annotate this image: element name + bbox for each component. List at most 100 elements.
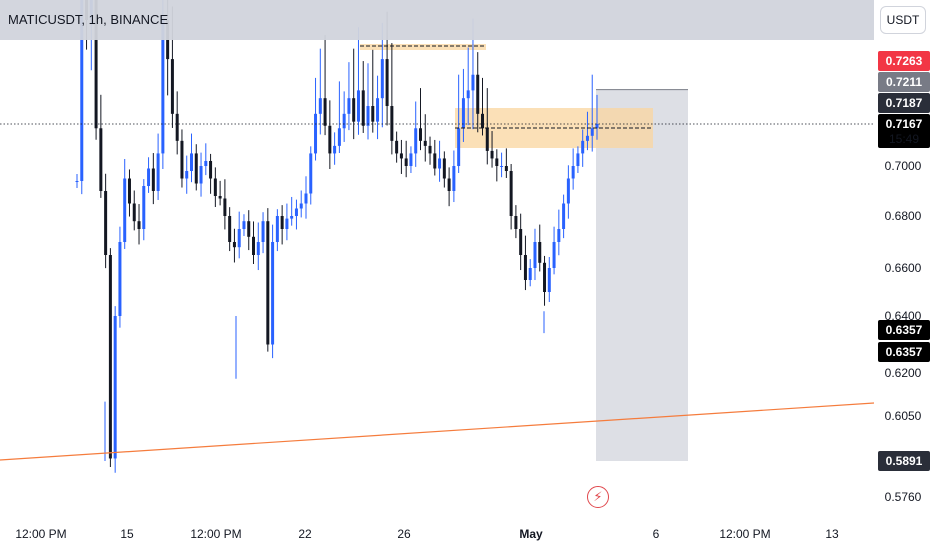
support-trendline[interactable]	[0, 402, 875, 461]
candle[interactable]	[461, 68, 465, 142]
candle[interactable]	[414, 101, 418, 167]
candle[interactable]	[390, 43, 394, 155]
candle[interactable]	[185, 155, 189, 194]
candle[interactable]	[490, 131, 494, 168]
candle[interactable]	[523, 235, 527, 291]
candle[interactable]	[395, 131, 399, 163]
candle[interactable]	[371, 49, 375, 133]
candle[interactable]	[519, 213, 523, 271]
candle[interactable]	[151, 153, 155, 205]
candle[interactable]	[562, 194, 566, 239]
candle[interactable]	[423, 114, 427, 162]
candle[interactable]	[323, 35, 327, 136]
candle[interactable]	[328, 100, 332, 170]
candle[interactable]	[399, 139, 403, 174]
candle[interactable]	[514, 205, 518, 239]
candle[interactable]	[228, 207, 232, 252]
candle[interactable]	[232, 228, 236, 263]
candle[interactable]	[304, 176, 308, 219]
candle[interactable]	[528, 259, 532, 287]
candle[interactable]	[485, 88, 489, 165]
candle[interactable]	[309, 146, 313, 205]
candle[interactable]	[380, 22, 384, 128]
candle[interactable]	[80, 0, 84, 195]
time-axis[interactable]: 12:00 PM 15 12:00 PM 22 26 May 6 12:00 PM 13	[15, 527, 839, 541]
candle[interactable]	[256, 222, 260, 271]
candle[interactable]	[294, 199, 298, 230]
candle[interactable]	[252, 221, 256, 264]
candle[interactable]	[209, 153, 213, 194]
candle[interactable]	[504, 148, 508, 178]
candle[interactable]	[533, 228, 537, 281]
short-target-zone[interactable]	[596, 89, 688, 461]
candle[interactable]	[428, 136, 432, 165]
candle[interactable]	[585, 111, 589, 151]
candle[interactable]	[314, 77, 318, 161]
candle[interactable]	[581, 129, 585, 167]
candle[interactable]	[290, 196, 294, 226]
candle[interactable]	[366, 63, 370, 140]
candle[interactable]	[275, 209, 279, 252]
candle[interactable]	[543, 255, 547, 306]
currency-button[interactable]: USDT	[880, 6, 926, 34]
candle[interactable]	[547, 257, 551, 302]
candle[interactable]	[447, 167, 451, 207]
candle[interactable]	[123, 158, 127, 249]
candle[interactable]	[194, 144, 198, 191]
candle[interactable]	[500, 152, 504, 178]
candle[interactable]	[204, 143, 208, 176]
candle[interactable]	[509, 164, 513, 230]
candle[interactable]	[409, 146, 413, 173]
candle[interactable]	[466, 47, 470, 126]
candle[interactable]	[433, 139, 437, 176]
candle[interactable]	[237, 211, 241, 259]
candle[interactable]	[438, 140, 442, 182]
candle[interactable]	[271, 224, 275, 359]
candle[interactable]	[280, 205, 284, 245]
candle[interactable]	[342, 91, 346, 142]
candle[interactable]	[590, 74, 594, 152]
candle[interactable]	[452, 150, 456, 203]
candle[interactable]	[333, 132, 337, 165]
candle[interactable]	[132, 190, 136, 231]
candle[interactable]	[361, 61, 365, 133]
top-zone[interactable]	[360, 44, 486, 50]
candle[interactable]	[213, 167, 217, 208]
candle[interactable]	[113, 306, 117, 473]
candle[interactable]	[127, 169, 131, 217]
candle[interactable]	[266, 208, 270, 352]
candle[interactable]	[199, 152, 203, 197]
candle[interactable]	[137, 204, 141, 245]
candle[interactable]	[285, 203, 289, 241]
candle[interactable]	[495, 149, 499, 182]
candle[interactable]	[538, 224, 542, 272]
candle[interactable]	[404, 140, 408, 178]
candle[interactable]	[299, 190, 303, 218]
candle[interactable]	[180, 129, 184, 188]
candle[interactable]	[557, 209, 561, 256]
candle[interactable]	[218, 180, 222, 206]
candle[interactable]	[223, 179, 227, 230]
candle[interactable]	[99, 94, 103, 198]
candle[interactable]	[108, 248, 112, 467]
candle[interactable]	[318, 48, 322, 135]
candle[interactable]	[147, 157, 151, 193]
candle[interactable]	[347, 62, 351, 131]
candle[interactable]	[418, 88, 422, 151]
candle[interactable]	[75, 174, 79, 188]
candle[interactable]	[247, 210, 251, 251]
candle[interactable]	[356, 27, 360, 135]
candle[interactable]	[337, 81, 341, 154]
candle[interactable]	[476, 52, 480, 133]
candle[interactable]	[104, 173, 108, 269]
candle[interactable]	[552, 226, 556, 275]
candle[interactable]	[595, 94, 599, 140]
candle[interactable]	[118, 226, 122, 328]
lightning-icon[interactable]: ⚡	[587, 486, 609, 508]
candle[interactable]	[576, 146, 580, 173]
candle[interactable]	[481, 77, 485, 136]
candle[interactable]	[142, 179, 146, 241]
candle[interactable]	[156, 133, 160, 200]
candle[interactable]	[571, 148, 575, 190]
